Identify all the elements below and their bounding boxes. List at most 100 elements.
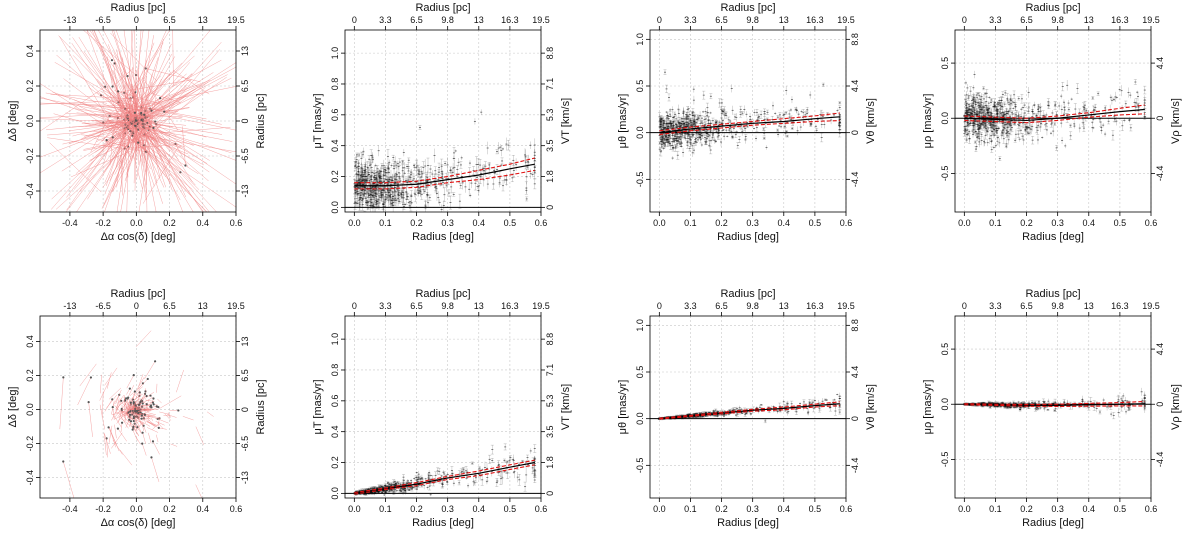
vector-line [82,30,137,76]
x-tick-label: 0.2 [410,218,423,228]
vector-line [145,138,148,212]
vector-line [40,112,130,119]
vector-line [153,126,231,134]
vector-line [154,128,236,185]
vector-line [97,30,139,106]
vector-line [78,105,129,130]
plot-area [955,70,1151,161]
star-point [116,90,120,93]
vector-line [151,133,184,212]
x-tick-label: 0.6 [230,218,243,228]
vector-line [79,127,145,192]
y-axis-label: Δδ [deg] [7,101,19,142]
right-tick-label: -4.4 [850,172,860,188]
y-tick-label: 0.6 [330,109,340,122]
right-tick-label: 1.8 [545,170,555,183]
x-tick-label: 0.2 [163,218,176,228]
right-tick-label: 0 [240,118,250,123]
star-point [131,134,134,137]
vector-line [145,39,164,111]
star-point [140,118,143,121]
plot-frame [649,29,847,213]
y-tick-label: 0.0 [330,201,340,214]
top-tick-label: 19.5 [227,15,245,25]
vector-line [103,122,135,159]
top-tick-label: 9.8 [746,15,759,25]
top-tick-label: 6.5 [163,15,176,25]
vector-line [131,123,147,155]
y-tick-label: 0.4 [25,45,35,58]
top-tick-label: 6.5 [715,15,728,25]
y-tick-label: 0.2 [330,170,340,183]
vector-line [102,119,142,174]
vector-line [120,62,137,98]
plot-frame [344,29,542,213]
x-axis-label: Δα cos(δ) [deg] [101,231,176,243]
vector-line [137,35,154,122]
right-tick-label: 4.4 [850,80,860,93]
vector-line [40,83,129,141]
vector-line [106,118,147,153]
vector-line [136,30,211,119]
top-tick-label: 19.5 [837,15,855,25]
vector-line [143,77,232,122]
x-tick-label: 0.1 [684,218,697,228]
top-tick-label: 16.3 [806,15,824,25]
vector-line [90,113,112,152]
x-axis-label: Radius [deg] [717,231,779,243]
vector-line [108,44,138,124]
vector-line [117,131,133,161]
right-tick-label: 5.3 [545,109,555,122]
vector-line [122,124,186,148]
vector-line [111,112,136,159]
vector-line [55,123,153,210]
vector-line [133,74,228,124]
x-tick-label: 0.6 [535,218,548,228]
star-point [134,119,137,122]
x-tick-label: 0.2 [715,218,728,228]
right-tick-label: 8.8 [545,47,555,60]
vector-line [47,137,146,152]
vector-line [143,126,158,184]
vector-line [100,116,133,120]
y-axis-label: μT [mas/yr] [312,93,324,148]
y-tick-label: 0.0 [25,115,35,128]
vector-line [135,79,180,121]
vector-line [137,119,194,212]
vector-line [143,120,187,126]
y-tick-label: 0.5 [635,80,645,93]
vector-line [138,134,236,153]
vector-line [145,76,147,113]
x-tick-label: -0.4 [62,218,78,228]
plot-area [40,30,236,212]
vector-line [159,62,191,99]
vector-line [180,87,206,110]
star-point [137,141,140,144]
panel-top-murho: 0.0 0.1 0.2 0.3 0.4 0.5 0.6-0.50.00.50 3.3 6.5 9.… [922,2,1182,243]
right-tick-label: 3.5 [545,139,555,152]
vector-line [142,147,179,204]
vector-line [119,79,193,93]
star-point [152,126,155,129]
vector-line [126,132,236,208]
vector-line [74,108,128,117]
vector-line [182,126,186,166]
right-tick-label: 0 [545,205,555,210]
vector-line [172,70,210,95]
vector-line [99,43,128,119]
star-point [163,110,166,113]
x-tick-label: 0.0 [653,218,666,228]
vector-line [40,121,134,158]
vector-line [140,79,192,132]
vector-line [96,79,137,122]
star-point [134,124,137,127]
star-point [105,139,108,142]
vector-line [136,43,172,121]
vector-line [133,120,137,184]
vector-line [110,32,157,81]
vector-line [120,42,164,116]
vector-line [116,30,171,115]
x-tick-label: 0.3 [746,218,759,228]
right-axis-label: Radius [pc] [255,93,267,148]
panel-top-vector: -0.4 -0.2 0.0 0.2 0.4 0.6 -0.4 -0.2 0.0 0.2 0.4 -13… [7,2,267,243]
